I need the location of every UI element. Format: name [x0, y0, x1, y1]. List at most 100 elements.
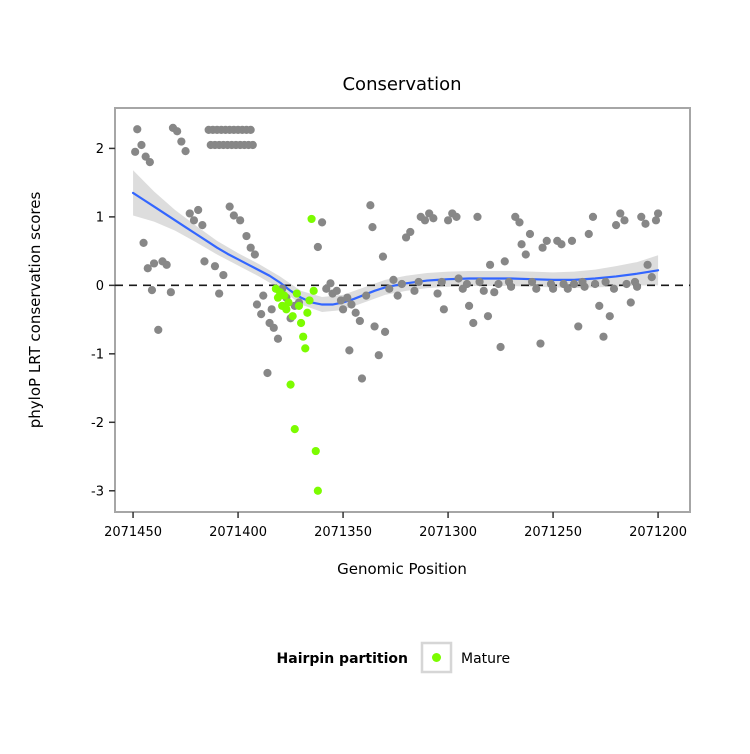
data-point-other	[601, 277, 610, 287]
legend-label-mature: Mature	[461, 651, 510, 667]
data-point-other	[133, 125, 142, 134]
data-point-other	[567, 236, 577, 245]
data-point-other	[496, 342, 505, 352]
data-point-other	[259, 291, 268, 300]
data-point-other	[485, 260, 495, 269]
data-point-other	[246, 243, 255, 252]
data-point-other	[462, 279, 472, 289]
data-point-other	[641, 219, 650, 228]
data-point-mature	[290, 425, 299, 434]
data-point-mature	[313, 486, 322, 495]
data-point-other	[414, 277, 423, 287]
data-point-other	[622, 279, 631, 289]
data-point-other	[454, 274, 463, 283]
data-point-other	[439, 305, 448, 314]
data-point-other	[378, 252, 388, 261]
data-point-other	[210, 262, 220, 271]
data-point-other	[584, 229, 593, 239]
data-point-mature	[307, 214, 316, 224]
data-point-other	[338, 305, 348, 314]
data-point-mature	[296, 318, 306, 328]
data-point-other	[490, 288, 499, 297]
data-point-other	[385, 284, 394, 293]
data-point-other	[326, 279, 335, 288]
chart-layer: 2071450 2071400 2071350 2071300 2071250 20712…	[91, 107, 691, 540]
data-point-other	[599, 332, 608, 341]
data-point-other	[609, 284, 619, 293]
data-point-other	[368, 223, 377, 232]
data-point-other	[137, 140, 146, 150]
data-point-other	[252, 300, 262, 309]
data-point-other	[506, 282, 516, 291]
y-tick-label: 0	[96, 279, 104, 294]
data-point-other	[500, 257, 509, 266]
data-point-mature	[309, 286, 318, 295]
data-point-other	[380, 327, 390, 337]
data-point-other	[131, 147, 140, 156]
data-point-other	[143, 264, 152, 273]
data-point-other	[536, 339, 545, 348]
data-point-other	[173, 127, 182, 136]
data-point-other	[525, 229, 535, 239]
data-point-other	[248, 140, 257, 150]
x-tick-label: 2071400	[209, 525, 267, 540]
x-tick-label: 2071300	[419, 525, 477, 540]
data-point-other	[246, 125, 255, 135]
data-point-mature	[301, 344, 310, 353]
data-point-other	[357, 374, 367, 383]
data-point-other	[406, 227, 415, 237]
data-point-other	[355, 316, 364, 326]
data-point-other	[616, 209, 625, 218]
data-point-other	[557, 240, 566, 249]
data-point-mature	[288, 312, 297, 321]
data-point-other	[343, 293, 352, 302]
data-point-other	[273, 334, 283, 343]
data-point-mature	[294, 301, 304, 310]
data-point-other	[185, 209, 194, 218]
data-point-other	[548, 284, 558, 293]
data-point-other	[389, 275, 398, 284]
data-point-other	[374, 351, 383, 360]
y-tick-label: -3	[91, 484, 104, 499]
data-point-other	[632, 282, 642, 291]
data-point-other	[626, 298, 635, 307]
data-point-other	[397, 279, 406, 289]
data-point-other	[257, 310, 266, 319]
x-tick-label: 2071350	[314, 525, 372, 540]
data-point-other	[219, 270, 228, 280]
data-point-other	[429, 214, 438, 223]
data-point-other	[653, 209, 663, 218]
plot-title: Conservation	[342, 74, 461, 95]
x-tick-label: 2071250	[524, 525, 582, 540]
data-point-other	[181, 147, 190, 156]
data-point-other	[263, 368, 272, 378]
data-point-other	[643, 260, 652, 269]
data-point-mature	[286, 380, 295, 389]
data-point-other	[410, 286, 419, 295]
data-point-other	[473, 212, 482, 221]
confidence-band	[133, 170, 659, 313]
data-point-other	[154, 325, 163, 334]
data-point-other	[527, 277, 537, 287]
x-tick-label: 2071200	[629, 525, 687, 540]
data-point-other	[469, 318, 478, 328]
data-point-other	[317, 218, 327, 227]
data-point-other	[242, 231, 251, 241]
data-point-other	[366, 201, 375, 210]
data-point-other	[393, 291, 402, 300]
x-tick-label: 2071450	[104, 525, 162, 540]
data-point-other	[336, 296, 346, 305]
data-point-other	[605, 312, 614, 321]
data-point-other	[590, 279, 600, 289]
data-point-other	[637, 212, 646, 221]
x-axis-label: Genomic Position	[337, 560, 467, 578]
data-point-other	[198, 220, 207, 230]
legend-mature-point-icon	[432, 653, 441, 662]
data-point-other	[236, 216, 245, 225]
data-point-mature	[303, 308, 312, 317]
data-point-other	[332, 286, 341, 295]
data-point-other	[532, 284, 541, 293]
data-point-other	[580, 282, 589, 291]
data-point-other	[542, 236, 551, 245]
